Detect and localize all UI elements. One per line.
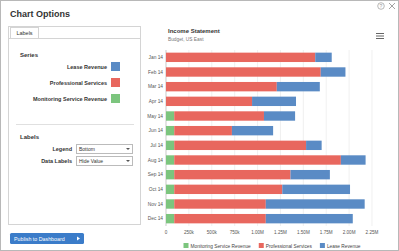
bar-segment <box>277 82 320 91</box>
page: Chart Options? Labels Series Lease Revenue P… <box>0 0 399 251</box>
bar-segment <box>174 126 232 135</box>
publish-button[interactable] <box>10 233 84 244</box>
bar-segment <box>266 214 353 223</box>
series-color-swatch[interactable] <box>111 78 120 87</box>
help-text: ? <box>380 3 383 9</box>
field-label: Legend <box>52 146 72 152</box>
x-tick-label: 750k <box>230 230 241 235</box>
select-value: Bottom <box>79 146 95 152</box>
legend-label: Lease Revenue <box>327 244 361 249</box>
category-label: Oct 14 <box>149 187 163 192</box>
series-color-swatch[interactable] <box>111 94 120 103</box>
bar-segment <box>174 214 266 223</box>
x-tick-label: 1.50M <box>297 230 310 235</box>
bar-segment <box>166 185 174 194</box>
series-option-label: Monitoring Service Revenue <box>33 96 107 102</box>
field-label: Data Labels <box>41 158 72 164</box>
bar-segment <box>166 82 277 91</box>
bar-segment <box>166 214 174 223</box>
publish-button-label: Publish to Dashboard <box>14 236 65 242</box>
x-tick-label: 1.25M <box>274 230 287 235</box>
legend-label: Monitoring Service Revenue <box>191 244 252 249</box>
series-option-label: Lease Revenue <box>67 64 107 70</box>
x-tick-label: 0 <box>165 230 168 235</box>
series-heading: Series <box>20 52 39 58</box>
labels-heading: Labels <box>20 134 40 140</box>
bar-segment <box>252 97 296 106</box>
tab-line <box>9 38 141 39</box>
bar-segment <box>306 141 322 150</box>
grid-line <box>372 50 373 226</box>
select-value: Hide Value <box>79 158 103 164</box>
legend-swatch <box>184 243 189 248</box>
bar-segment <box>282 185 350 194</box>
close-icon[interactable] <box>389 3 395 9</box>
bar-segment <box>166 126 174 135</box>
dialog-title: Chart Options <box>10 9 70 19</box>
series-option-label: Professional Services <box>50 80 107 86</box>
series-color-swatch[interactable] <box>111 62 120 71</box>
bar-segment <box>166 170 174 179</box>
category-label: Dec 14 <box>148 216 164 221</box>
x-tick-label: 250k <box>184 230 195 235</box>
chart-menu[interactable] <box>376 34 384 39</box>
chart-title: Income Statement <box>168 28 220 34</box>
bar-segment <box>341 155 366 164</box>
legend-label: Professional Services <box>266 244 313 249</box>
category-label: Mar 14 <box>148 84 163 89</box>
tab[interactable] <box>11 28 39 39</box>
select-box[interactable] <box>77 145 133 154</box>
select-box[interactable] <box>77 157 133 166</box>
category-label: Sep 14 <box>148 172 164 177</box>
bar-segment <box>174 155 341 164</box>
bar-segment <box>291 170 330 179</box>
category-label: Apr 14 <box>149 99 163 104</box>
category-label: Jun 14 <box>149 128 164 133</box>
category-label: May 14 <box>147 114 163 119</box>
x-tick-label: 500k <box>207 230 218 235</box>
bar-segment <box>174 170 290 179</box>
bar-segment <box>174 141 306 150</box>
bar-segment <box>166 111 174 120</box>
bar-segment <box>166 53 315 62</box>
category-label: Jul 14 <box>150 143 163 148</box>
button-arrow <box>77 237 80 241</box>
separator <box>16 124 134 125</box>
bar-segment <box>174 185 282 194</box>
x-tick-label: 1.00M <box>251 230 264 235</box>
bar-segment <box>266 199 365 208</box>
category-label: Feb 14 <box>148 70 163 75</box>
legend-swatch <box>259 243 264 248</box>
help-icon[interactable] <box>378 3 385 10</box>
category-label: Jan 14 <box>149 55 164 60</box>
bar-segment <box>174 111 264 120</box>
x-tick-label: 1.75M <box>320 230 333 235</box>
bar-segment <box>321 67 346 76</box>
legend-swatch <box>320 243 325 248</box>
category-label: Aug 14 <box>148 158 164 163</box>
x-tick-label: 2.25M <box>366 230 379 235</box>
legend: Monitoring Service Revenue Professional S… <box>184 243 361 249</box>
bar-segment <box>174 199 266 208</box>
select-caret <box>126 160 130 162</box>
bar-segment <box>166 67 321 76</box>
bar-segment <box>166 199 174 208</box>
bar-segment <box>166 155 174 164</box>
x-tick-label: 2.00M <box>343 230 356 235</box>
chart-subtitle: Budget, US East <box>168 37 204 42</box>
category-label: Nov 14 <box>148 202 164 207</box>
options-panel <box>9 27 141 225</box>
bar-segment <box>232 126 273 135</box>
bar-segment <box>166 141 174 150</box>
bar-segment <box>315 53 331 62</box>
select-caret <box>126 148 130 150</box>
bar-segment <box>166 97 252 106</box>
bars <box>166 53 366 224</box>
tab-label: Labels <box>16 30 32 36</box>
dialog-frame <box>1 1 399 251</box>
bar-segment <box>264 111 295 120</box>
